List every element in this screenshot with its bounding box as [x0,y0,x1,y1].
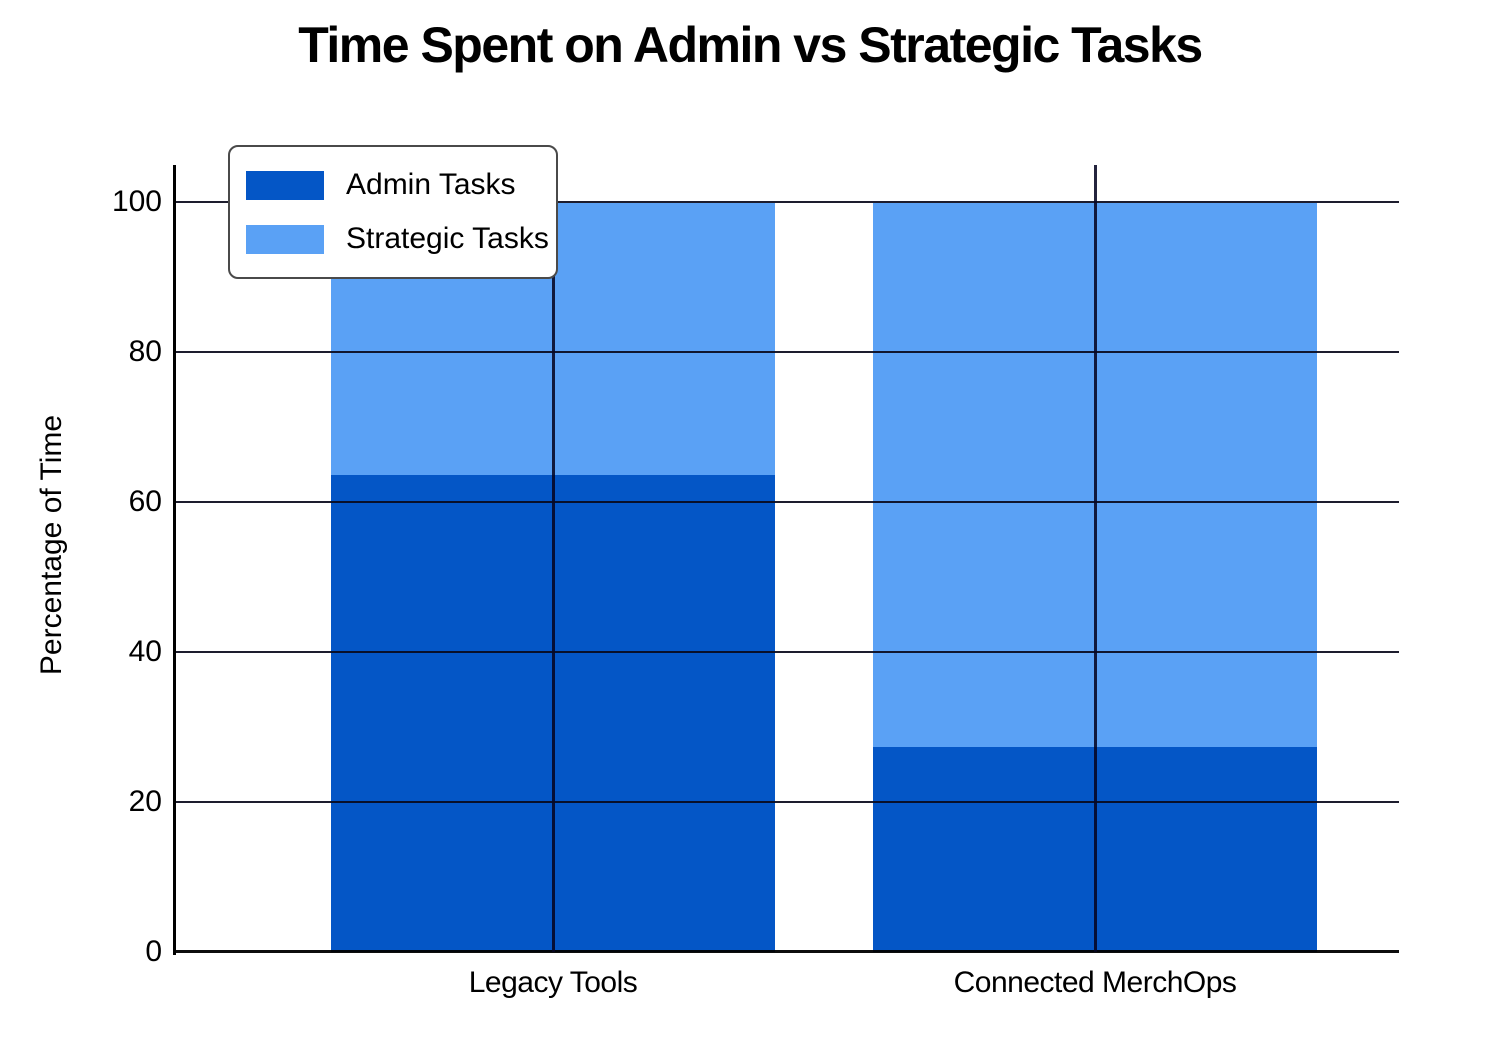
x-axis-baseline [176,950,1399,953]
gridline-80 [176,351,1399,354]
category-gridline-legacy-tools [551,165,555,952]
gridline-100 [176,201,1399,204]
y-tick-label-60: 60 [128,485,162,519]
x-tick-label-legacy-tools: Legacy Tools [468,966,638,999]
y-tick-label-40: 40 [128,635,162,669]
gridline-60 [176,501,1399,504]
gridline-40 [176,651,1399,654]
y-tick-label-0: 0 [145,935,162,968]
admin-tasks-swatch [246,170,324,200]
category-gridline-connected-merchops [1093,165,1097,952]
plot-area [173,165,1399,955]
legend-item-admin-tasks: Admin Tasks [246,168,540,202]
y-axis-spine [173,165,176,955]
chart-title: Time Spent on Admin vs Strategic Tasks [298,17,1203,73]
legend-label-admin-tasks: Admin Tasks [346,168,516,201]
y-tick-label-20: 20 [128,785,162,819]
strategic-tasks-swatch [246,224,324,254]
legend: Admin Tasks Strategic Tasks [228,145,558,279]
x-tick-label-connected-merchops: Connected MerchOps [953,966,1237,999]
y-tick-label-80: 80 [128,335,162,369]
y-tick-label-100: 100 [111,185,162,219]
gridline-20 [176,801,1399,804]
legend-item-strategic-tasks: Strategic Tasks [246,222,549,256]
legend-label-strategic-tasks: Strategic Tasks [346,222,549,255]
